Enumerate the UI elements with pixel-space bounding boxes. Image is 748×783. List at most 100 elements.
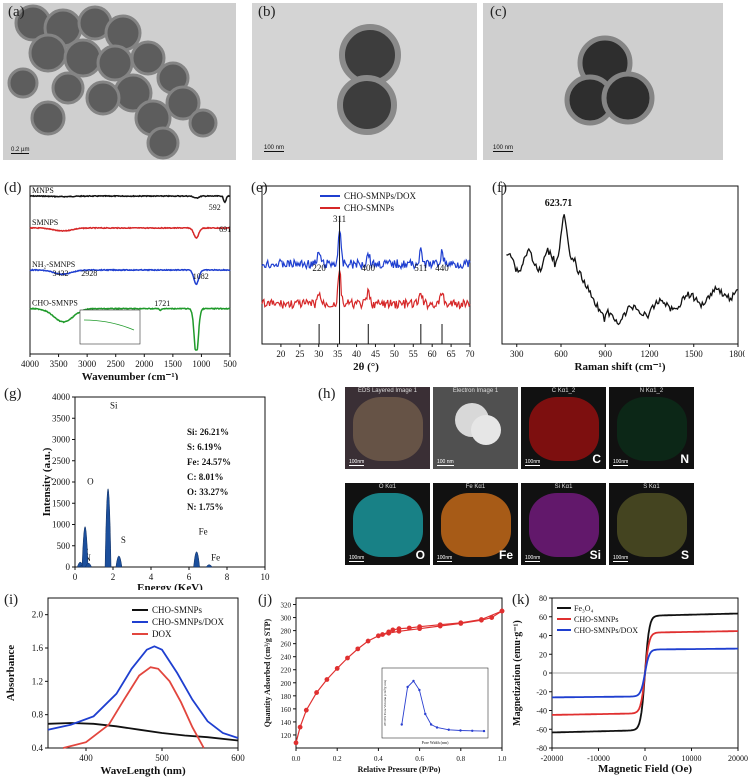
- bet-ytick-label: 220: [281, 667, 292, 675]
- eds-map-title: O Kα1: [378, 484, 397, 490]
- uv-xtick-label: 400: [79, 753, 93, 763]
- xrd-xlabel: 2θ (°): [353, 361, 379, 373]
- vsm-ytick-label: 80: [539, 594, 547, 603]
- ftir-series-label: MNPS: [32, 186, 54, 195]
- xrd-series-line: [261, 270, 471, 311]
- eds-map-signal: [441, 493, 511, 557]
- eds-ytick-label: 0: [66, 562, 71, 572]
- vsm-xtick-label: 10000: [682, 754, 702, 763]
- raman-xtick-label: 900: [599, 349, 613, 359]
- panel-label-b: (b): [258, 4, 276, 20]
- uv-series-line: [47, 645, 239, 739]
- bet-point: [355, 646, 361, 652]
- eds-map-signal: [617, 493, 687, 557]
- ftir-xtick-label: 2000: [135, 359, 154, 369]
- ftir-xtick-label: 500: [223, 359, 237, 369]
- eds-map-element: S: [680, 548, 689, 562]
- xrd-xtick-label: 40: [352, 349, 362, 359]
- eds-peak: [81, 526, 89, 568]
- bet-ytick-label: 120: [281, 732, 292, 740]
- eds-ytick-label: 2500: [52, 456, 71, 466]
- uv-xtick-label: 600: [231, 753, 245, 763]
- bet-point: [324, 677, 330, 682]
- uv-frame: [47, 597, 239, 749]
- eds-peak-label: S: [121, 535, 126, 545]
- eds-map-title: S Kα1: [643, 484, 660, 490]
- uv-ytick-label: 0.4: [32, 743, 44, 753]
- eds-map-title: C Kα1_2: [551, 388, 576, 394]
- tem-image-a: 0.2 µm: [3, 3, 236, 160]
- eds-peak: [115, 555, 123, 568]
- eds-map-element: Si: [589, 548, 601, 562]
- xrd-peak-label: 311: [333, 214, 346, 224]
- eds-map-tile: Electron Image 1 100 nm: [433, 387, 518, 469]
- raman-peak-label: 623.71: [545, 198, 573, 209]
- vsm-legend-label: CHO-SMNPs/DOX: [574, 626, 638, 635]
- xrd-peak-label: 440: [435, 263, 449, 273]
- raman-xtick-label: 1200: [641, 349, 660, 359]
- vsm-ytick-label: -40: [536, 707, 547, 716]
- electron-image-particles: [471, 415, 501, 445]
- eds-map-scale: 100nm: [613, 459, 629, 466]
- bet-point: [417, 624, 422, 630]
- raman-frame: [501, 185, 739, 345]
- ftir-xtick-label: 1000: [192, 359, 211, 369]
- ftir-series-line: [29, 268, 231, 286]
- bet-inset-ylabel: dV/dW Pore Volume (cm³/g·nm): [383, 679, 387, 726]
- bet-xlabel: Relative Pressure (P/Po): [358, 765, 441, 774]
- ftir-xtick-label: 4000: [21, 359, 40, 369]
- bet-inset-point: [418, 688, 421, 692]
- eds-peak-label: O: [87, 476, 94, 486]
- vsm-ytick-label: -60: [536, 725, 547, 734]
- chart-bet: 0.0 0.2 0.4 0.6 0.8 1.0 120 140 160 180 200 220 240 2…: [263, 597, 507, 774]
- vsm-xtick-label: 20000: [728, 754, 748, 763]
- ftir-annotation: 691: [219, 225, 231, 234]
- bet-inset-point: [400, 723, 403, 726]
- ftir-series-line: [29, 226, 231, 240]
- xrd-xtick-label: 60: [428, 349, 438, 359]
- xrd-xtick-label: 50: [390, 349, 400, 359]
- vsm-xtick-label: -20000: [541, 754, 564, 763]
- uv-legend-label: DOX: [152, 629, 172, 639]
- eds-map-title: N Kα1_2: [639, 388, 664, 394]
- eds-composition: O: 33.27%: [187, 487, 229, 497]
- raman-xtick-label: 600: [554, 349, 568, 359]
- vsm-ytick-label: 60: [539, 613, 547, 622]
- eds-ytick-label: 1500: [52, 498, 71, 508]
- tem-image-c: 100 nm: [483, 3, 723, 160]
- chart-uv-vis: 400 500 600 0.4 0.8 1.2 1.6 2.0 WaveLength (nm) A…: [5, 597, 245, 777]
- eds-xlabel: Energy (KeV): [137, 582, 203, 590]
- bet-point: [380, 632, 385, 637]
- eds-map-tile: Fe Kα1 Fe 100nm: [433, 483, 518, 565]
- bet-point: [479, 617, 484, 622]
- eds-composition: S: 6.19%: [187, 442, 222, 452]
- panel-label-f: (f): [492, 180, 507, 196]
- bet-ytick-label: 280: [281, 628, 292, 636]
- eds-peak: [104, 488, 112, 568]
- eds-map-scale: 100nm: [525, 555, 541, 562]
- vsm-series-line: [552, 647, 738, 699]
- eds-xtick-label: 4: [149, 572, 154, 582]
- ftir-annotation: 2928: [81, 269, 97, 278]
- eds-map-tile: C Kα1_2 C 100nm: [521, 387, 606, 469]
- vsm-ytick-label: -80: [536, 744, 547, 753]
- bet-point: [334, 666, 340, 671]
- bet-xtick-label: 0.2: [333, 755, 342, 763]
- eds-composition: Si: 26.21%: [187, 427, 229, 437]
- bet-inset-point: [412, 679, 415, 683]
- bet-inset-point: [459, 729, 462, 732]
- vsm-legend-label: CHO-SMNPs: [574, 615, 618, 624]
- bet-series-line: [295, 610, 503, 743]
- eds-xtick-label: 8: [225, 572, 230, 582]
- bet-point: [376, 633, 381, 639]
- eds-map-tile: EDS Layered Image 1 100nm: [345, 387, 430, 469]
- ftir-inset: [79, 309, 141, 345]
- eds-map-element: N: [680, 452, 689, 466]
- panel-label-d: (d): [4, 180, 22, 196]
- ftir-series-line: [29, 307, 231, 351]
- bet-inset-frame: [381, 667, 489, 739]
- bet-point: [365, 638, 371, 644]
- vsm-ytick-label: 20: [539, 650, 547, 659]
- eds-peak: [193, 551, 200, 568]
- bet-xtick-label: 0.8: [456, 755, 465, 763]
